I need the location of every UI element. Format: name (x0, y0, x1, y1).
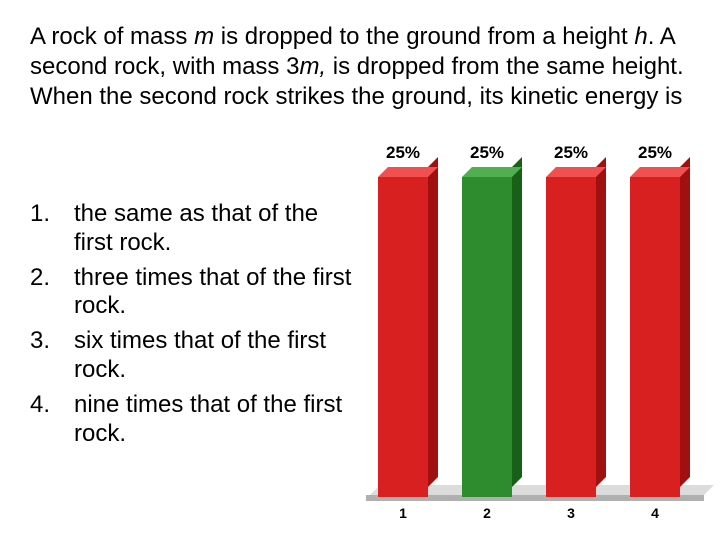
bar-category-label: 4 (651, 505, 659, 521)
option-number: 1. (30, 200, 74, 258)
bar-percent-label: 25% (638, 143, 672, 163)
bar-side-face (428, 157, 438, 487)
bar-2: 25%2 (462, 177, 512, 497)
bar-front (546, 177, 596, 497)
option-text: nine times that of the first rock. (74, 391, 360, 449)
answer-options: 1. the same as that of the first rock. 2… (30, 200, 360, 454)
bar-category-label: 1 (399, 505, 407, 521)
bar-percent-label: 25% (386, 143, 420, 163)
bar-category-label: 2 (483, 505, 491, 521)
option-number: 2. (30, 264, 74, 322)
bar-side-face (596, 157, 606, 487)
variable-m: m (194, 23, 214, 50)
response-bar-chart: 25%125%225%325%4 (370, 145, 700, 525)
option-number: 3. (30, 327, 74, 385)
variable-h: h (634, 23, 647, 50)
bar-side-face (680, 157, 690, 487)
bar-category-label: 3 (567, 505, 575, 521)
bar-front (630, 177, 680, 497)
option-text: six times that of the first rock. (74, 327, 360, 385)
option-number: 4. (30, 391, 74, 449)
option-3: 3. six times that of the first rock. (30, 327, 360, 385)
bar-percent-label: 25% (554, 143, 588, 163)
bar-front (378, 177, 428, 497)
bar-percent-label: 25% (470, 143, 504, 163)
variable-m2: m, (299, 53, 326, 80)
bar-top-face (546, 167, 606, 177)
question-text: A rock of mass m is dropped to the groun… (30, 22, 690, 112)
bar-1: 25%1 (378, 177, 428, 497)
bar-3: 25%3 (546, 177, 596, 497)
option-2: 2. three times that of the first rock. (30, 264, 360, 322)
bar-top-face (630, 167, 690, 177)
bar-top-face (378, 167, 438, 177)
bar-4: 25%4 (630, 177, 680, 497)
question-part: A rock of mass (30, 23, 194, 50)
option-1: 1. the same as that of the first rock. (30, 200, 360, 258)
option-text: three times that of the first rock. (74, 264, 360, 322)
option-4: 4. nine times that of the first rock. (30, 391, 360, 449)
bars-region: 25%1 25%2 25%3 25%4 (370, 157, 700, 497)
bar-front (462, 177, 512, 497)
bar-top-face (462, 167, 522, 177)
option-text: the same as that of the first rock. (74, 200, 360, 258)
question-part: is dropped to the ground from a height (214, 23, 634, 50)
bar-side-face (512, 157, 522, 487)
